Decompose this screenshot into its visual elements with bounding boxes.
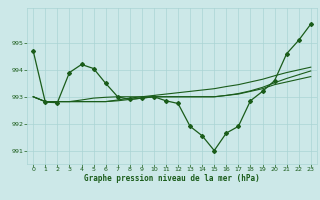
X-axis label: Graphe pression niveau de la mer (hPa): Graphe pression niveau de la mer (hPa) [84, 174, 260, 183]
